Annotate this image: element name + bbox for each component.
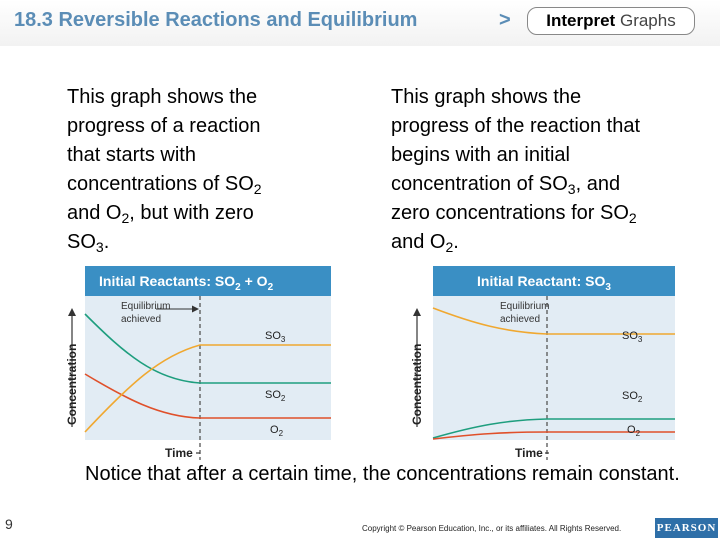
chart-1-title: Initial Reactants: SO2 + O2 — [99, 273, 274, 293]
left-line-5: and O2, but with zero — [67, 199, 262, 228]
left-line-3: that starts with — [67, 144, 196, 166]
right-line-4: concentration of SO3, and — [391, 170, 640, 199]
right-line-6-text: and O — [391, 231, 446, 253]
chart-1-y-label: Concentration — [65, 344, 79, 425]
right-line-5: zero concentrations for SO2 — [391, 199, 640, 228]
chart-1-x-label: Time — [165, 446, 193, 460]
chart-1-annotation-2: achieved — [121, 314, 161, 325]
chart-initial-reactant-so3: Initial Reactant: SO3 Equilibrium achiev… — [405, 262, 680, 467]
tab-word-graphs: Graphs — [619, 11, 676, 30]
chart-initial-reactants: Initial Reactants: SO2 + O2 Equilibrium … — [60, 262, 335, 467]
chart-1-annotation-arrow-icon — [192, 305, 199, 313]
right-line-5-text: zero concentrations for SO — [391, 202, 629, 224]
chart-2-plot-area — [433, 296, 675, 440]
chart-2-o2-curve — [432, 431, 675, 440]
chart-1-label-so2: SO2 — [265, 389, 286, 403]
chart-2-x-label: Time — [515, 446, 543, 460]
right-line-4-text: concentration of SO — [391, 173, 568, 195]
right-line-4-sub: 3 — [567, 181, 576, 197]
right-line-5-sub: 2 — [628, 210, 637, 226]
right-line-6: and O2. — [391, 228, 640, 257]
chart-1-title-bar — [85, 266, 331, 296]
left-line-6-text: SO — [67, 231, 96, 253]
notice-text: Notice that after a certain time, the co… — [85, 463, 680, 485]
left-line-6-sub: 3 — [95, 239, 104, 255]
right-line-3: begins with an initial — [391, 144, 570, 166]
chart-2-annotation-1: Equilibrium — [500, 301, 549, 312]
chart-1-so3-curve — [84, 344, 331, 433]
left-description: This graph shows the progress of a react… — [67, 83, 262, 257]
chart-1-label-o2: O2 — [270, 424, 284, 438]
chart-2-label-so3: SO3 — [622, 330, 643, 344]
chart-1-annotation-1: Equilibrium — [121, 301, 170, 312]
slide-header: 18.3 Reversible Reactions and Equilibriu… — [0, 0, 720, 46]
title-arrow: > — [499, 9, 511, 31]
chart-2-so3-curve — [432, 307, 675, 335]
left-line-4-text: concentrations of SO — [67, 173, 254, 195]
chart-1-y-arrowhead-icon — [68, 308, 76, 316]
right-line-4-tail: , and — [575, 173, 621, 195]
chart-2-svg: Initial Reactant: SO3 Equilibrium achiev… — [410, 266, 675, 460]
chart-1-o2-curve — [84, 373, 331, 419]
chart-1-so2-curve — [84, 313, 331, 384]
chart-2-label-so2: SO2 — [622, 390, 643, 404]
left-line-6: SO3. — [67, 228, 262, 257]
left-line-1: This graph shows the — [67, 86, 258, 108]
chart-1-svg: Initial Reactants: SO2 + O2 Equilibrium … — [65, 266, 331, 460]
chart-2-title: Initial Reactant: SO3 — [477, 273, 611, 293]
tab-word-interpret: Interpret — [546, 11, 616, 30]
chart-1-label-so3: SO3 — [265, 330, 286, 344]
slide-title: 18.3 Reversible Reactions and Equilibriu… — [14, 9, 418, 31]
interpret-graphs-tab[interactable]: Interpret Graphs — [527, 7, 695, 35]
chart-2-label-o2: O2 — [627, 424, 641, 438]
left-line-4-sub: 2 — [253, 181, 262, 197]
pearson-logo: PEARSON — [655, 518, 718, 538]
chart-2-so2-curve — [432, 418, 675, 439]
copyright-text: Copyright © Pearson Education, Inc., or … — [362, 524, 622, 533]
page-number: 9 — [5, 516, 13, 532]
right-line-1: This graph shows the — [391, 86, 582, 108]
left-line-5-text: and O — [67, 202, 122, 224]
left-line-4: concentrations of SO2 — [67, 170, 262, 199]
chart-2-y-arrowhead-icon — [413, 308, 421, 316]
right-description: This graph shows the progress of the rea… — [391, 83, 640, 257]
right-line-2: progress of the reaction that — [391, 115, 641, 137]
left-line-5-sub: 2 — [121, 210, 130, 226]
chart-2-annotation-2: achieved — [500, 314, 540, 325]
chart-2-title-bar — [433, 266, 675, 296]
chart-2-y-label: Concentration — [410, 344, 424, 425]
right-line-6-sub: 2 — [445, 239, 454, 255]
left-line-6-tail: . — [103, 231, 110, 253]
left-line-2: progress of a reaction — [67, 115, 261, 137]
right-line-6-tail: . — [453, 231, 459, 253]
chart-1-plot-area — [85, 296, 331, 440]
left-line-5-tail: , but with zero — [129, 202, 254, 224]
